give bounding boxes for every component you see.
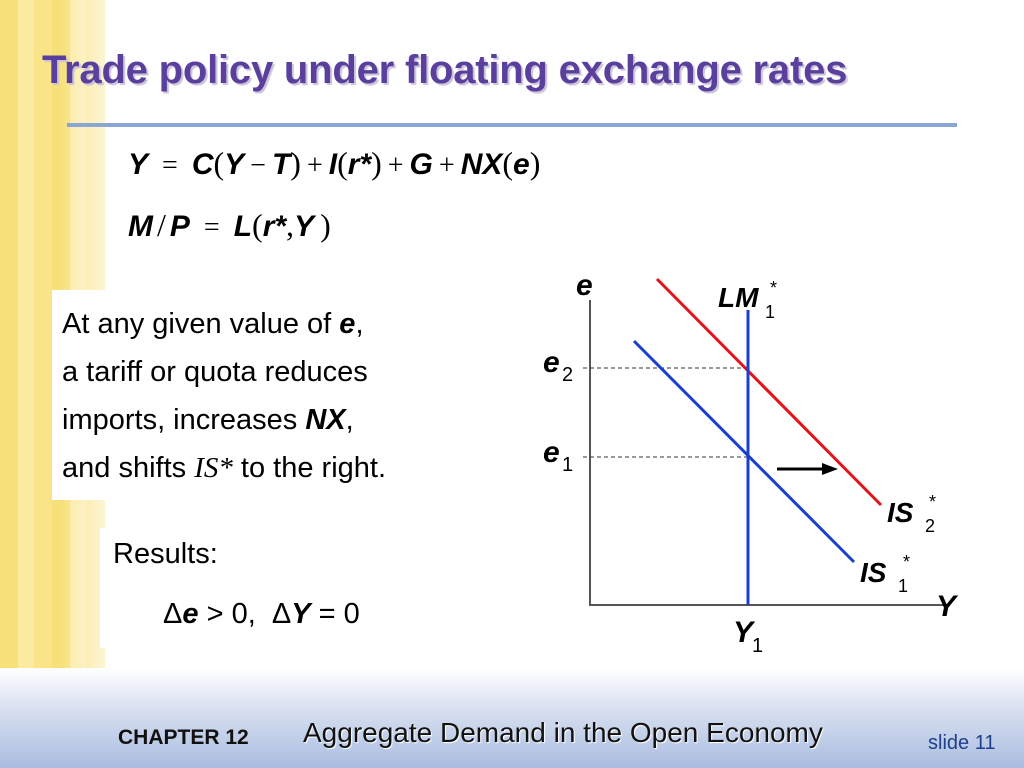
chapter-label: CHAPTER 12 <box>118 726 249 749</box>
var-y: Y <box>291 598 311 630</box>
eq-var-y: Y <box>128 148 149 181</box>
relation-text: > 0, <box>198 598 256 630</box>
eq-paren: ( <box>502 145 514 181</box>
explanation-paragraph: At any given value of e, a tariff or quo… <box>62 300 502 492</box>
e1-subscript: 1 <box>562 454 573 476</box>
eq-paren: ( <box>252 207 263 243</box>
is2-superscript: * <box>929 492 936 512</box>
eq-plus: + <box>387 150 404 181</box>
text-run: , <box>355 308 364 340</box>
e1-label: e <box>543 436 560 469</box>
goods-market-equation: Y = C(Y − T) + I(r*) + G + NX(e) <box>128 145 540 182</box>
eq-var-l: L <box>233 210 253 243</box>
text-run: At any given value of <box>62 308 340 340</box>
eq-var-y: Y <box>294 210 315 243</box>
x-axis-label: Y <box>936 590 959 623</box>
y-axis-label: e <box>576 269 593 302</box>
text-run: to the right. <box>232 452 387 484</box>
relation-text: = 0 <box>310 598 360 630</box>
eq-var-c: C <box>191 148 214 181</box>
eq-minus: − <box>250 150 266 181</box>
delta-symbol: Δ <box>163 598 183 630</box>
text-panel-background <box>52 290 497 500</box>
footer-bar <box>0 668 1024 768</box>
eq-var-t: T <box>271 148 291 181</box>
eq-equals: = <box>162 150 178 181</box>
var-is-star: IS* <box>194 452 233 484</box>
eq-paren: ) <box>290 145 301 181</box>
slide-number: slide 11 <box>928 732 996 754</box>
is1-superscript: * <box>903 552 910 572</box>
chapter-title: Aggregate Demand in the Open Economy <box>303 717 823 748</box>
results-equation: Δe > 0, ΔY = 0 <box>163 598 360 631</box>
eq-var-p: P <box>169 210 190 243</box>
var-e: e <box>339 308 356 340</box>
slide-title: Trade policy under floating exchange rat… <box>42 48 848 92</box>
is1-subscript: 1 <box>898 576 908 596</box>
text-run: imports, increases <box>62 404 306 436</box>
eq-var-nx: NX <box>460 148 503 181</box>
delta-symbol: Δ <box>271 598 292 630</box>
results-panel-background <box>100 528 440 648</box>
lm-superscript: * <box>770 278 777 298</box>
eq-var-i: I <box>328 148 338 181</box>
eq-comma: , <box>286 207 295 243</box>
eq-var-r-star: r* <box>347 148 372 181</box>
eq-var-r-star: r* <box>262 210 287 243</box>
eq-paren: ) <box>529 145 541 181</box>
e2-label: e <box>543 346 560 379</box>
lm-label: LM <box>718 282 759 313</box>
is2-subscript: 2 <box>925 516 935 536</box>
eq-var-g: G <box>409 148 433 181</box>
shift-arrowhead <box>822 463 838 475</box>
eq-paren: ( <box>213 145 225 181</box>
eq-paren: ( <box>337 145 348 181</box>
eq-paren: ) <box>320 207 331 243</box>
eq-var-e: e <box>513 148 530 181</box>
explanation-line-3: imports, increases NX, <box>62 396 502 444</box>
explanation-line-4: and shifts IS* to the right. <box>62 444 502 492</box>
y1-label: Y <box>733 616 756 649</box>
var-e: e <box>182 598 199 630</box>
eq-paren: ) <box>371 145 382 181</box>
eq-plus: + <box>306 150 323 181</box>
eq-var-m: M <box>128 210 153 243</box>
is2-label: IS <box>887 497 914 528</box>
eq-var-y: Y <box>224 148 245 181</box>
money-market-equation: M / P = L(r*,Y) <box>128 207 331 244</box>
is1-curve <box>632 339 856 564</box>
title-underline <box>67 123 957 127</box>
eq-equals: = <box>203 212 220 243</box>
is1-label: IS <box>860 557 887 588</box>
is2-curve <box>655 277 883 507</box>
e2-subscript: 2 <box>562 364 573 386</box>
results-label: Results: <box>113 538 218 570</box>
text-run: and shifts <box>62 452 195 484</box>
y1-subscript: 1 <box>752 635 763 657</box>
var-nx: NX <box>305 404 346 436</box>
explanation-line-1: At any given value of e, <box>62 300 502 348</box>
text-run: , <box>345 404 354 436</box>
explanation-line-2: a tariff or quota reduces <box>62 356 368 388</box>
lm-subscript: 1 <box>765 302 775 322</box>
eq-plus: + <box>438 150 455 181</box>
eq-slash: / <box>157 207 166 243</box>
